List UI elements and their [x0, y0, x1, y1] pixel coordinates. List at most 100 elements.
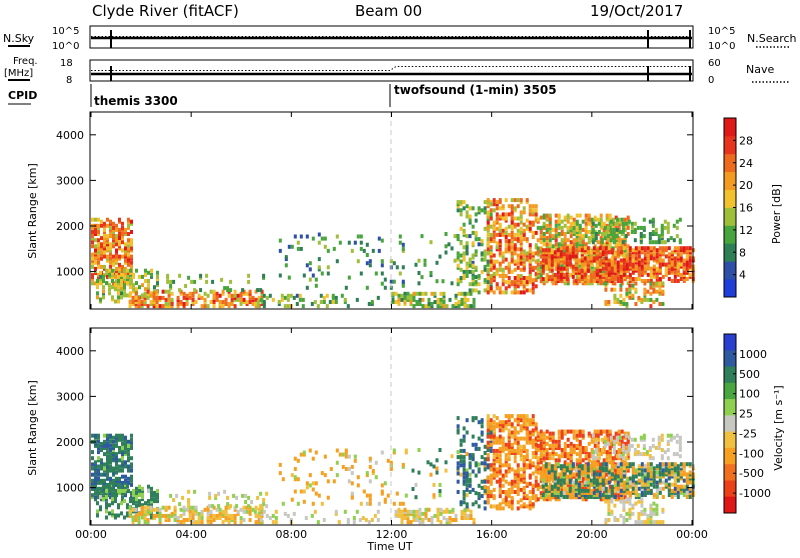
velocity-cell — [591, 440, 594, 444]
velocity-cell — [243, 506, 246, 510]
velocity-cell — [445, 469, 448, 473]
velocity-cell — [517, 486, 520, 490]
power-cell — [629, 252, 632, 256]
velocity-cell — [195, 520, 198, 524]
velocity-cell — [207, 516, 210, 520]
power-cell — [649, 282, 652, 286]
velocity-cell — [463, 435, 466, 439]
velocity-cell — [563, 487, 566, 491]
power-cell — [646, 298, 649, 302]
power-cell — [484, 206, 487, 210]
power-cell — [620, 265, 623, 269]
power-cell — [611, 256, 614, 260]
power-cell — [549, 214, 552, 218]
power-cell — [505, 247, 508, 251]
power-cell — [493, 208, 496, 212]
velocity-cell — [97, 477, 100, 481]
velocity-cell — [255, 506, 258, 510]
velocity-cell — [336, 473, 339, 477]
velocity-cell — [422, 512, 425, 516]
power-cell — [96, 285, 99, 289]
power-cell — [252, 296, 255, 300]
power-cell — [593, 271, 596, 275]
power-cell — [514, 198, 517, 202]
power-cell — [540, 240, 543, 244]
power-cell — [616, 298, 619, 302]
colorbar-tick-label: 24 — [739, 157, 753, 170]
velocity-cell — [505, 443, 508, 447]
velocity-cell — [111, 509, 114, 513]
velocity-cell — [674, 483, 677, 487]
power-cell — [484, 227, 487, 231]
power-cell — [508, 245, 511, 249]
power-cell — [490, 233, 493, 237]
power-cell — [540, 234, 543, 238]
velocity-cell — [243, 510, 246, 514]
power-cell — [499, 268, 502, 272]
velocity-cell — [540, 452, 543, 456]
power-cell — [469, 234, 472, 238]
velocity-cell — [537, 483, 540, 487]
power-cell — [632, 254, 635, 258]
velocity-cell — [523, 459, 526, 463]
power-cell — [517, 247, 520, 251]
power-cell — [115, 228, 118, 232]
velocity-cell — [457, 424, 460, 428]
power-cell — [366, 261, 369, 265]
power-cell — [590, 250, 593, 254]
velocity-cell — [348, 467, 351, 471]
power-cell — [542, 248, 545, 252]
power-cell — [457, 282, 460, 286]
power-cell — [602, 259, 605, 263]
velocity-cell — [520, 414, 523, 418]
velocity-cell — [526, 453, 529, 457]
velocity-cell — [511, 480, 514, 484]
velocity-cell — [405, 494, 408, 498]
power-cell — [535, 208, 538, 212]
power-cell — [451, 246, 454, 250]
velocity-cell — [650, 462, 653, 466]
power-cell — [563, 246, 566, 250]
power-cell — [638, 254, 641, 258]
velocity-cell — [499, 453, 502, 457]
power-cell — [629, 256, 632, 260]
power-cell — [94, 244, 97, 248]
power-cell — [505, 217, 508, 221]
power-cell — [641, 279, 644, 283]
power-cell — [619, 288, 622, 292]
velocity-cell — [466, 493, 469, 497]
velocity-cell — [590, 479, 593, 483]
velocity-cell — [546, 452, 549, 456]
power-cell — [281, 294, 284, 298]
velocity-cell — [653, 485, 656, 489]
velocity-cell — [437, 514, 440, 518]
power-cell — [204, 292, 207, 296]
velocity-cell — [588, 432, 591, 436]
nsearch-label: N.Search — [747, 32, 797, 45]
velocity-cell — [526, 482, 529, 486]
power-cell — [626, 263, 629, 267]
velocity-cell — [484, 500, 487, 504]
power-cell — [604, 236, 607, 240]
power-cell — [570, 216, 573, 220]
power-cell — [443, 300, 446, 304]
power-cell — [603, 222, 606, 226]
power-cell — [103, 265, 106, 269]
velocity-cell — [499, 506, 502, 510]
velocity-cell — [208, 492, 211, 496]
power-cell — [560, 246, 563, 250]
velocity-cell — [505, 414, 508, 418]
power-cell — [141, 293, 144, 297]
velocity-cell — [484, 489, 487, 493]
nsearch-tick-bottom: 10^0 — [708, 41, 735, 52]
power-cell — [529, 227, 532, 231]
velocity-cell — [91, 479, 94, 483]
velocity-cell — [147, 518, 150, 522]
velocity-cell — [570, 446, 573, 450]
power-cell — [493, 272, 496, 276]
power-cell — [487, 212, 490, 216]
velocity-cell — [557, 495, 560, 499]
power-cell — [484, 258, 487, 262]
power-cell — [153, 285, 156, 289]
